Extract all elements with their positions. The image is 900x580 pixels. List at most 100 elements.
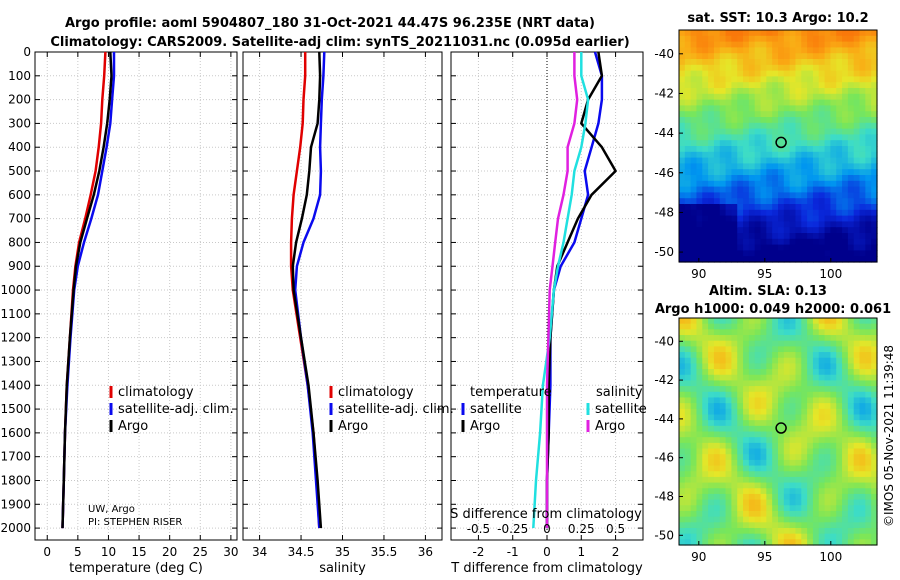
map-cell <box>795 221 802 228</box>
map-cell <box>679 408 686 416</box>
map-cell <box>743 233 750 240</box>
map-cell <box>830 476 837 484</box>
map-cell <box>731 198 738 205</box>
map-cell <box>696 346 703 353</box>
map-cell <box>684 122 692 130</box>
map-cell <box>783 186 791 193</box>
map-cell <box>737 380 744 387</box>
map-cell <box>871 471 878 478</box>
map-cell <box>818 53 826 60</box>
map-cell <box>807 99 814 106</box>
map-cell <box>748 35 756 43</box>
map-cell <box>731 459 738 467</box>
map-cell <box>830 204 837 211</box>
map-cell <box>842 510 849 518</box>
map-cell <box>702 369 709 376</box>
map-cell <box>818 482 826 489</box>
map-cell <box>807 386 814 393</box>
map-cell <box>708 169 715 176</box>
map-cell <box>760 420 767 427</box>
map-cell <box>731 151 738 159</box>
map-cell <box>847 105 855 112</box>
map-cell <box>853 227 861 234</box>
map-cell <box>696 499 703 506</box>
map-cell <box>754 47 762 54</box>
map-cell <box>812 482 820 489</box>
map-cell <box>783 482 791 489</box>
map-cell <box>684 227 692 234</box>
map-cell <box>772 323 779 330</box>
map-cell <box>713 499 721 506</box>
map-cell <box>865 454 872 461</box>
map-cell <box>824 204 832 211</box>
map-cell <box>836 471 843 478</box>
map-cell <box>702 64 709 72</box>
map-cell <box>859 539 866 546</box>
map-cell <box>807 380 814 387</box>
map-cell <box>748 391 756 399</box>
map-cell <box>766 482 773 489</box>
map-cell <box>859 227 866 234</box>
map-cell <box>812 414 820 421</box>
map-cell <box>830 93 837 101</box>
map-cell <box>842 198 849 205</box>
map-cell <box>783 169 791 176</box>
map-cell <box>865 105 872 112</box>
map-cell <box>859 47 866 54</box>
map-cell <box>859 459 866 467</box>
map-cell <box>760 151 767 159</box>
y-tick-label: 1900 <box>0 497 31 511</box>
map-cell <box>684 363 692 370</box>
map-cell <box>743 256 750 263</box>
map-cell <box>865 256 872 263</box>
legend-s-satellite-label: satellite <box>595 402 647 417</box>
map-cell <box>748 244 756 251</box>
map-cell <box>772 335 779 342</box>
map-cell <box>824 386 832 393</box>
map-cell <box>807 47 814 54</box>
map-cell <box>760 256 767 263</box>
map-cell <box>684 221 692 228</box>
map-cell <box>713 82 721 89</box>
map-cell <box>859 93 866 101</box>
x-tick-label: 1 <box>577 545 585 559</box>
map-cell <box>871 175 878 182</box>
map-cell <box>684 352 692 359</box>
map-cell <box>795 180 802 188</box>
map-cell <box>836 30 843 37</box>
map-cell <box>725 111 733 118</box>
map-cell <box>690 209 698 217</box>
map-cell <box>737 318 744 325</box>
map-cell <box>812 30 820 37</box>
map-cell <box>760 442 767 450</box>
map-cell <box>836 93 843 101</box>
map-cell <box>725 437 733 444</box>
map-cell <box>801 476 808 484</box>
map-cell <box>684 99 692 106</box>
map-cell <box>731 233 738 240</box>
map-cell <box>696 151 703 159</box>
map-cell <box>871 70 878 77</box>
map-cell <box>766 64 773 72</box>
map-cell <box>783 510 791 518</box>
map-cell <box>725 30 733 37</box>
map-cell <box>847 505 855 512</box>
map-cell <box>859 209 866 217</box>
map-cell <box>830 64 837 72</box>
map-cell <box>679 357 686 364</box>
map-cell <box>748 157 756 164</box>
map-cell <box>859 527 866 535</box>
map-cell <box>853 99 861 106</box>
map-cell <box>725 117 733 124</box>
map-cell <box>713 99 721 106</box>
map-cell <box>684 41 692 48</box>
map-cell <box>748 227 756 234</box>
map-cell <box>836 227 843 234</box>
map-cell <box>818 105 826 112</box>
map-cell <box>778 408 785 416</box>
map-cell <box>754 459 762 467</box>
map-cell <box>807 471 814 478</box>
map-cell <box>748 82 756 89</box>
map-cell <box>789 215 797 222</box>
map-cell <box>778 414 785 421</box>
